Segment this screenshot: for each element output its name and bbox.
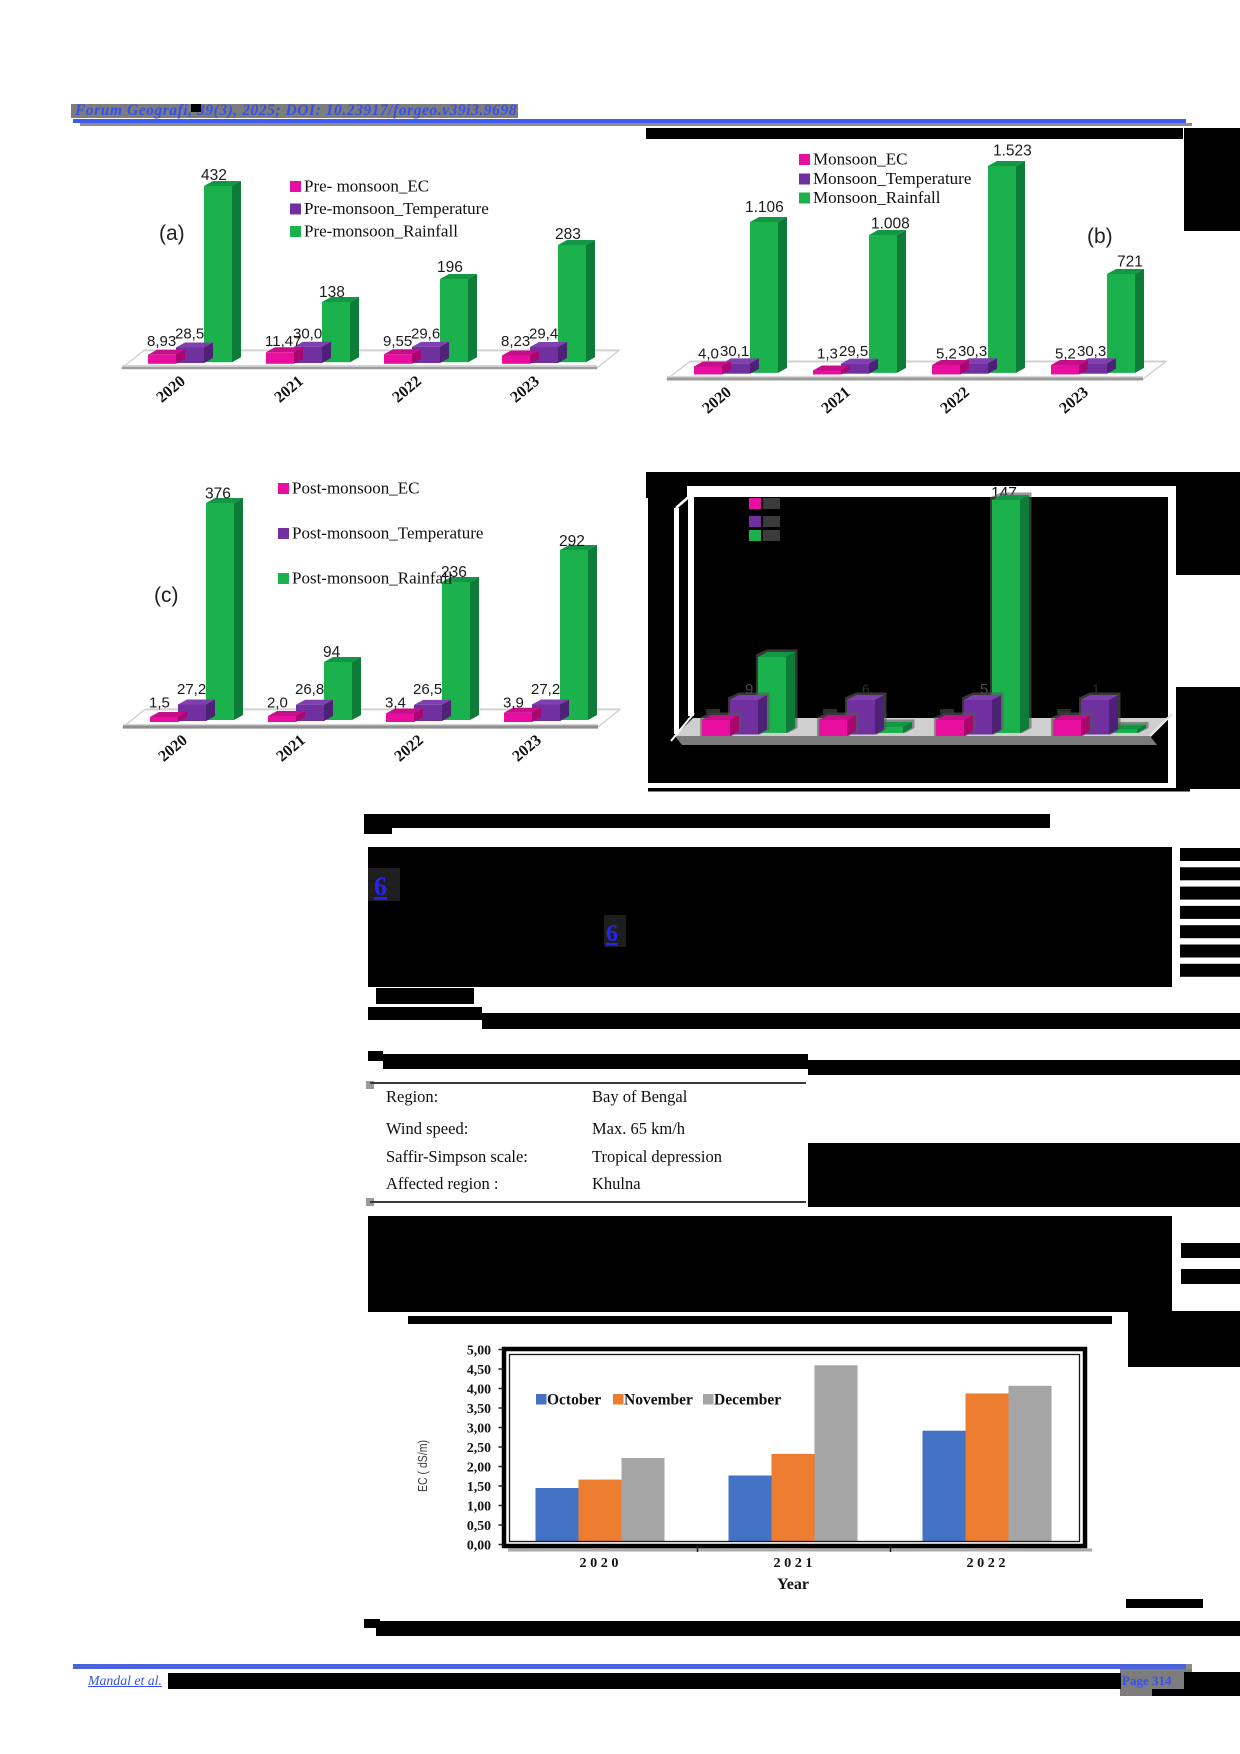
svg-text:1.008: 1.008	[871, 216, 910, 233]
svg-text:4,50: 4,50	[467, 1362, 491, 1377]
svg-text:6: 6	[606, 921, 618, 947]
svg-text:26,8: 26,8	[295, 681, 324, 698]
svg-text:Pre- monsoon_EC: Pre- monsoon_EC	[304, 177, 429, 196]
svg-text:2023: 2023	[1056, 384, 1091, 418]
svg-text:94: 94	[323, 644, 341, 661]
svg-text:9,55: 9,55	[383, 333, 412, 350]
svg-text:2 0 2 1: 2 0 2 1	[774, 1555, 813, 1570]
svg-text:2023: 2023	[509, 732, 544, 766]
svg-text:11,47: 11,47	[265, 333, 301, 350]
svg-text:1: 1	[1092, 681, 1100, 697]
svg-text:2,00: 2,00	[467, 1460, 491, 1475]
svg-text:Pre-monsoon_Temperature: Pre-monsoon_Temperature	[304, 199, 489, 218]
svg-text:8,23: 8,23	[501, 333, 530, 350]
svg-text:6: 6	[374, 872, 387, 901]
svg-text:30,3: 30,3	[958, 343, 987, 360]
svg-text:2022: 2022	[389, 373, 424, 407]
svg-text:(b): (b)	[1087, 225, 1113, 248]
svg-text:October: October	[547, 1392, 601, 1409]
svg-text:9: 9	[745, 681, 753, 698]
svg-text:3,50: 3,50	[467, 1401, 491, 1416]
svg-text:4,00: 4,00	[467, 1382, 491, 1397]
svg-text:Post-monsoon_EC: Post-monsoon_EC	[292, 479, 420, 498]
svg-text:8,93: 8,93	[147, 333, 176, 350]
svg-text:236: 236	[441, 564, 467, 581]
svg-text:Post-monsoon_Rainfall: Post-monsoon_Rainfall	[292, 569, 453, 588]
svg-text:1,50: 1,50	[467, 1479, 491, 1494]
svg-text:0,50: 0,50	[467, 1518, 491, 1533]
svg-text:30,1: 30,1	[720, 343, 749, 360]
svg-text:2020: 2020	[699, 384, 734, 418]
svg-text:29,5: 29,5	[839, 343, 868, 360]
svg-text:(c): (c)	[154, 584, 179, 607]
svg-text:November: November	[624, 1392, 693, 1409]
svg-text:27,2: 27,2	[531, 681, 560, 698]
svg-text:5,2: 5,2	[1055, 346, 1076, 363]
svg-text:Monsoon_Temperature: Monsoon_Temperature	[813, 169, 971, 188]
svg-text:2021: 2021	[271, 373, 306, 407]
svg-text:5,00: 5,00	[467, 1343, 491, 1358]
svg-text:1.106: 1.106	[745, 199, 784, 216]
svg-text:4,0: 4,0	[698, 346, 719, 363]
svg-text:2,50: 2,50	[467, 1440, 491, 1455]
svg-text:2 0 2 0: 2 0 2 0	[580, 1555, 619, 1570]
svg-text:Monsoon_Rainfall: Monsoon_Rainfall	[813, 188, 941, 207]
svg-text:1,00: 1,00	[467, 1499, 491, 1514]
svg-text:2020: 2020	[155, 732, 190, 766]
svg-text:1,3: 1,3	[817, 346, 838, 363]
svg-text:EC ( dS/m): EC ( dS/m)	[416, 1440, 430, 1492]
svg-text:3,4: 3,4	[385, 695, 406, 712]
svg-text:27,2: 27,2	[177, 681, 206, 698]
svg-text:2020: 2020	[153, 373, 188, 407]
svg-text:26,5: 26,5	[413, 681, 442, 698]
svg-text:2021: 2021	[273, 732, 308, 766]
svg-text:2,0: 2,0	[267, 695, 288, 712]
svg-text:1.523: 1.523	[993, 143, 1032, 160]
svg-text:283: 283	[555, 226, 581, 243]
svg-text:(a): (a)	[159, 222, 185, 245]
svg-text:Year: Year	[777, 1576, 809, 1593]
svg-text:2022: 2022	[391, 732, 426, 766]
svg-text:721: 721	[1117, 254, 1143, 271]
svg-text:138: 138	[319, 284, 345, 301]
svg-text:292: 292	[559, 533, 585, 550]
svg-text:3,00: 3,00	[467, 1421, 491, 1436]
svg-text:Monsoon_EC: Monsoon_EC	[813, 150, 907, 169]
svg-text:2022: 2022	[937, 384, 972, 418]
svg-text:5,2: 5,2	[936, 346, 957, 363]
svg-text:0,00: 0,00	[467, 1538, 491, 1553]
svg-text:196: 196	[437, 259, 463, 276]
svg-text:432: 432	[201, 167, 227, 184]
svg-text:30,0: 30,0	[293, 326, 322, 343]
svg-text:30,3: 30,3	[1077, 343, 1106, 360]
svg-text:Post-monsoon_Temperature: Post-monsoon_Temperature	[292, 524, 483, 543]
svg-text:December: December	[714, 1392, 781, 1409]
svg-text:29,6: 29,6	[411, 326, 440, 343]
svg-text:Pre-monsoon_Rainfall: Pre-monsoon_Rainfall	[304, 222, 458, 241]
svg-text:2023: 2023	[507, 373, 542, 407]
svg-text:2 0 2 2: 2 0 2 2	[967, 1555, 1006, 1570]
svg-text:6: 6	[862, 681, 870, 697]
svg-text:29,4: 29,4	[529, 326, 558, 343]
svg-text:2021: 2021	[818, 384, 853, 418]
svg-text:3,9: 3,9	[503, 695, 524, 712]
svg-text:376: 376	[205, 486, 231, 503]
svg-text:28,5: 28,5	[175, 326, 204, 343]
svg-text:5: 5	[980, 681, 988, 698]
svg-text:1,5: 1,5	[149, 695, 170, 712]
